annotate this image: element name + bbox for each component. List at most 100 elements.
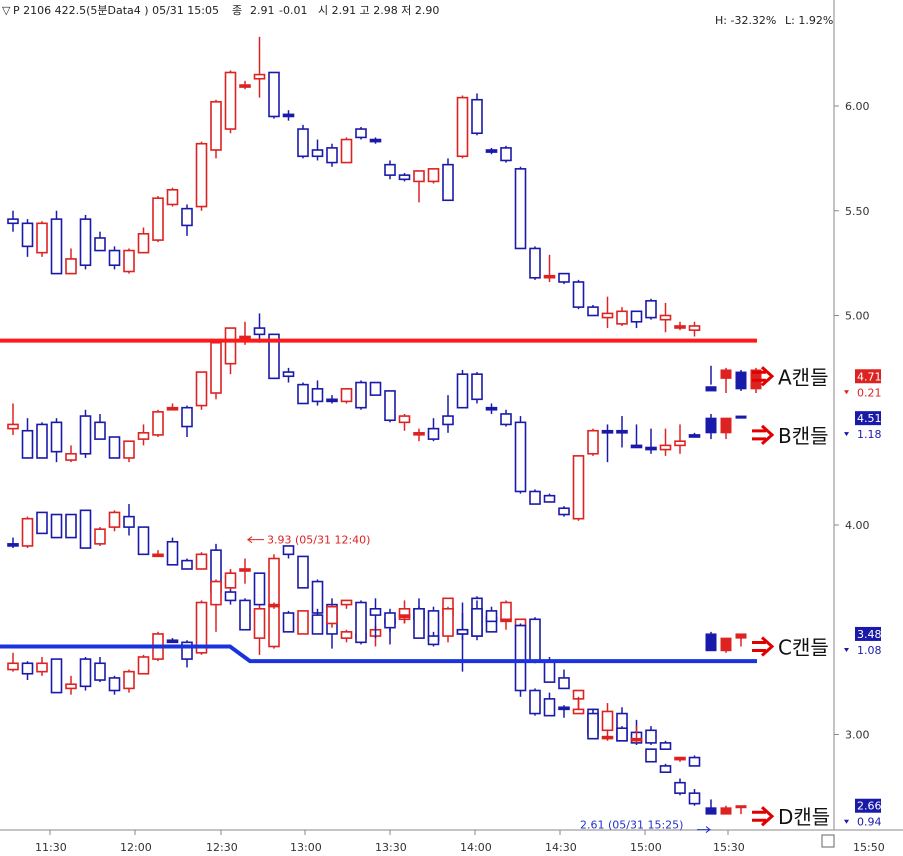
candle [558, 669, 570, 690]
header-instrument: P 2106 422.5(5분Data4 ) 05/31 15:05 [13, 4, 219, 17]
candle [471, 372, 483, 404]
extreme-notes: 3.93 (05/31 12:40) 2.61 (05/31 15:25) [246, 534, 712, 833]
price-badge: 4.51 1.18 [844, 411, 882, 441]
annotations: A캔들 B캔들 C캔들 D캔들 [752, 365, 830, 829]
candle [500, 145, 512, 163]
candle [239, 80, 251, 90]
candle [253, 572, 266, 606]
candle [123, 440, 135, 463]
badge-sub: 0.21 [857, 386, 882, 399]
candle [427, 418, 440, 442]
candle [152, 550, 164, 558]
candle [282, 610, 295, 633]
candle [21, 219, 34, 257]
annotation: A캔들 [752, 365, 828, 389]
candle [311, 608, 324, 635]
candle [340, 629, 353, 643]
candle [616, 726, 628, 742]
candle [688, 321, 701, 337]
candle [65, 513, 77, 539]
candle [485, 403, 498, 414]
candle [601, 730, 614, 741]
candle [688, 788, 701, 806]
candle [659, 740, 672, 750]
candle [210, 579, 222, 632]
candle [645, 298, 657, 320]
candle [65, 445, 77, 463]
header-close-label: 종 [232, 4, 242, 17]
series-A [7, 36, 701, 337]
price-badge: 3.48 1.08 [844, 626, 882, 657]
candle [210, 341, 222, 400]
candle [558, 272, 570, 285]
candle [282, 110, 295, 121]
right-candles-C [705, 631, 747, 653]
x-tick-label: 15:30 [713, 841, 745, 854]
candle [485, 606, 498, 623]
candle [369, 598, 382, 639]
y-tick-label: 4.00 [845, 519, 870, 532]
candle [471, 93, 483, 136]
candle [210, 99, 222, 159]
candle [311, 380, 324, 406]
candle [50, 210, 63, 275]
candle [456, 95, 469, 159]
x-tick-label: 11:30 [35, 841, 67, 854]
candle [572, 696, 585, 715]
candle [413, 170, 425, 203]
double-arrow-icon [752, 366, 775, 387]
candle [398, 614, 411, 624]
candle [384, 608, 396, 632]
candle [36, 422, 48, 459]
candle [7, 652, 19, 672]
candle [674, 778, 686, 796]
candle [326, 143, 338, 167]
candle [616, 416, 628, 448]
candle [123, 504, 135, 536]
header-close-value: 2.91 [250, 4, 275, 17]
candle [181, 204, 193, 236]
candle [166, 403, 179, 411]
candle [456, 612, 469, 641]
candle [253, 36, 266, 98]
candle [297, 124, 309, 159]
annotation-label: C캔들 [778, 636, 829, 660]
candle [152, 196, 164, 243]
candle [500, 600, 512, 621]
candle [427, 168, 440, 184]
header-change: -0.01 [279, 4, 307, 17]
dropdown-triangle-icon[interactable]: ▽ [2, 4, 11, 17]
candle [311, 579, 324, 614]
candle [79, 656, 92, 691]
badge-sub: 1.18 [857, 428, 882, 441]
y-tick-label: 5.00 [845, 310, 870, 323]
candle [79, 509, 92, 549]
candle [166, 537, 179, 566]
annotation: B캔들 [752, 424, 829, 448]
candle [398, 413, 411, 431]
series-B [7, 313, 701, 521]
candle [123, 669, 135, 693]
candle [630, 310, 643, 329]
candle [50, 513, 63, 539]
note-text: 3.93 (05/31 12:40) [267, 534, 370, 547]
candle [181, 558, 193, 570]
candle [659, 428, 672, 456]
candle [268, 554, 280, 649]
candle [369, 381, 382, 396]
candle [239, 598, 251, 631]
annotation-label: B캔들 [778, 424, 829, 448]
header-ohl: 시 2.91 고 2.98 저 2.90 [318, 4, 439, 17]
candle [79, 214, 92, 270]
candle [645, 748, 657, 763]
x-tick-label: 12:00 [120, 841, 152, 854]
header-bar: ▽ P 2106 422.5(5분Data4 ) 05/31 15:05 종 2… [2, 4, 833, 27]
candle [558, 506, 570, 517]
corner-box: 15:50 [821, 834, 885, 854]
candle [355, 600, 367, 645]
x-tick-label: 14:30 [545, 841, 577, 854]
double-arrow-icon [752, 806, 775, 827]
candle [630, 726, 643, 743]
candle [326, 604, 338, 628]
